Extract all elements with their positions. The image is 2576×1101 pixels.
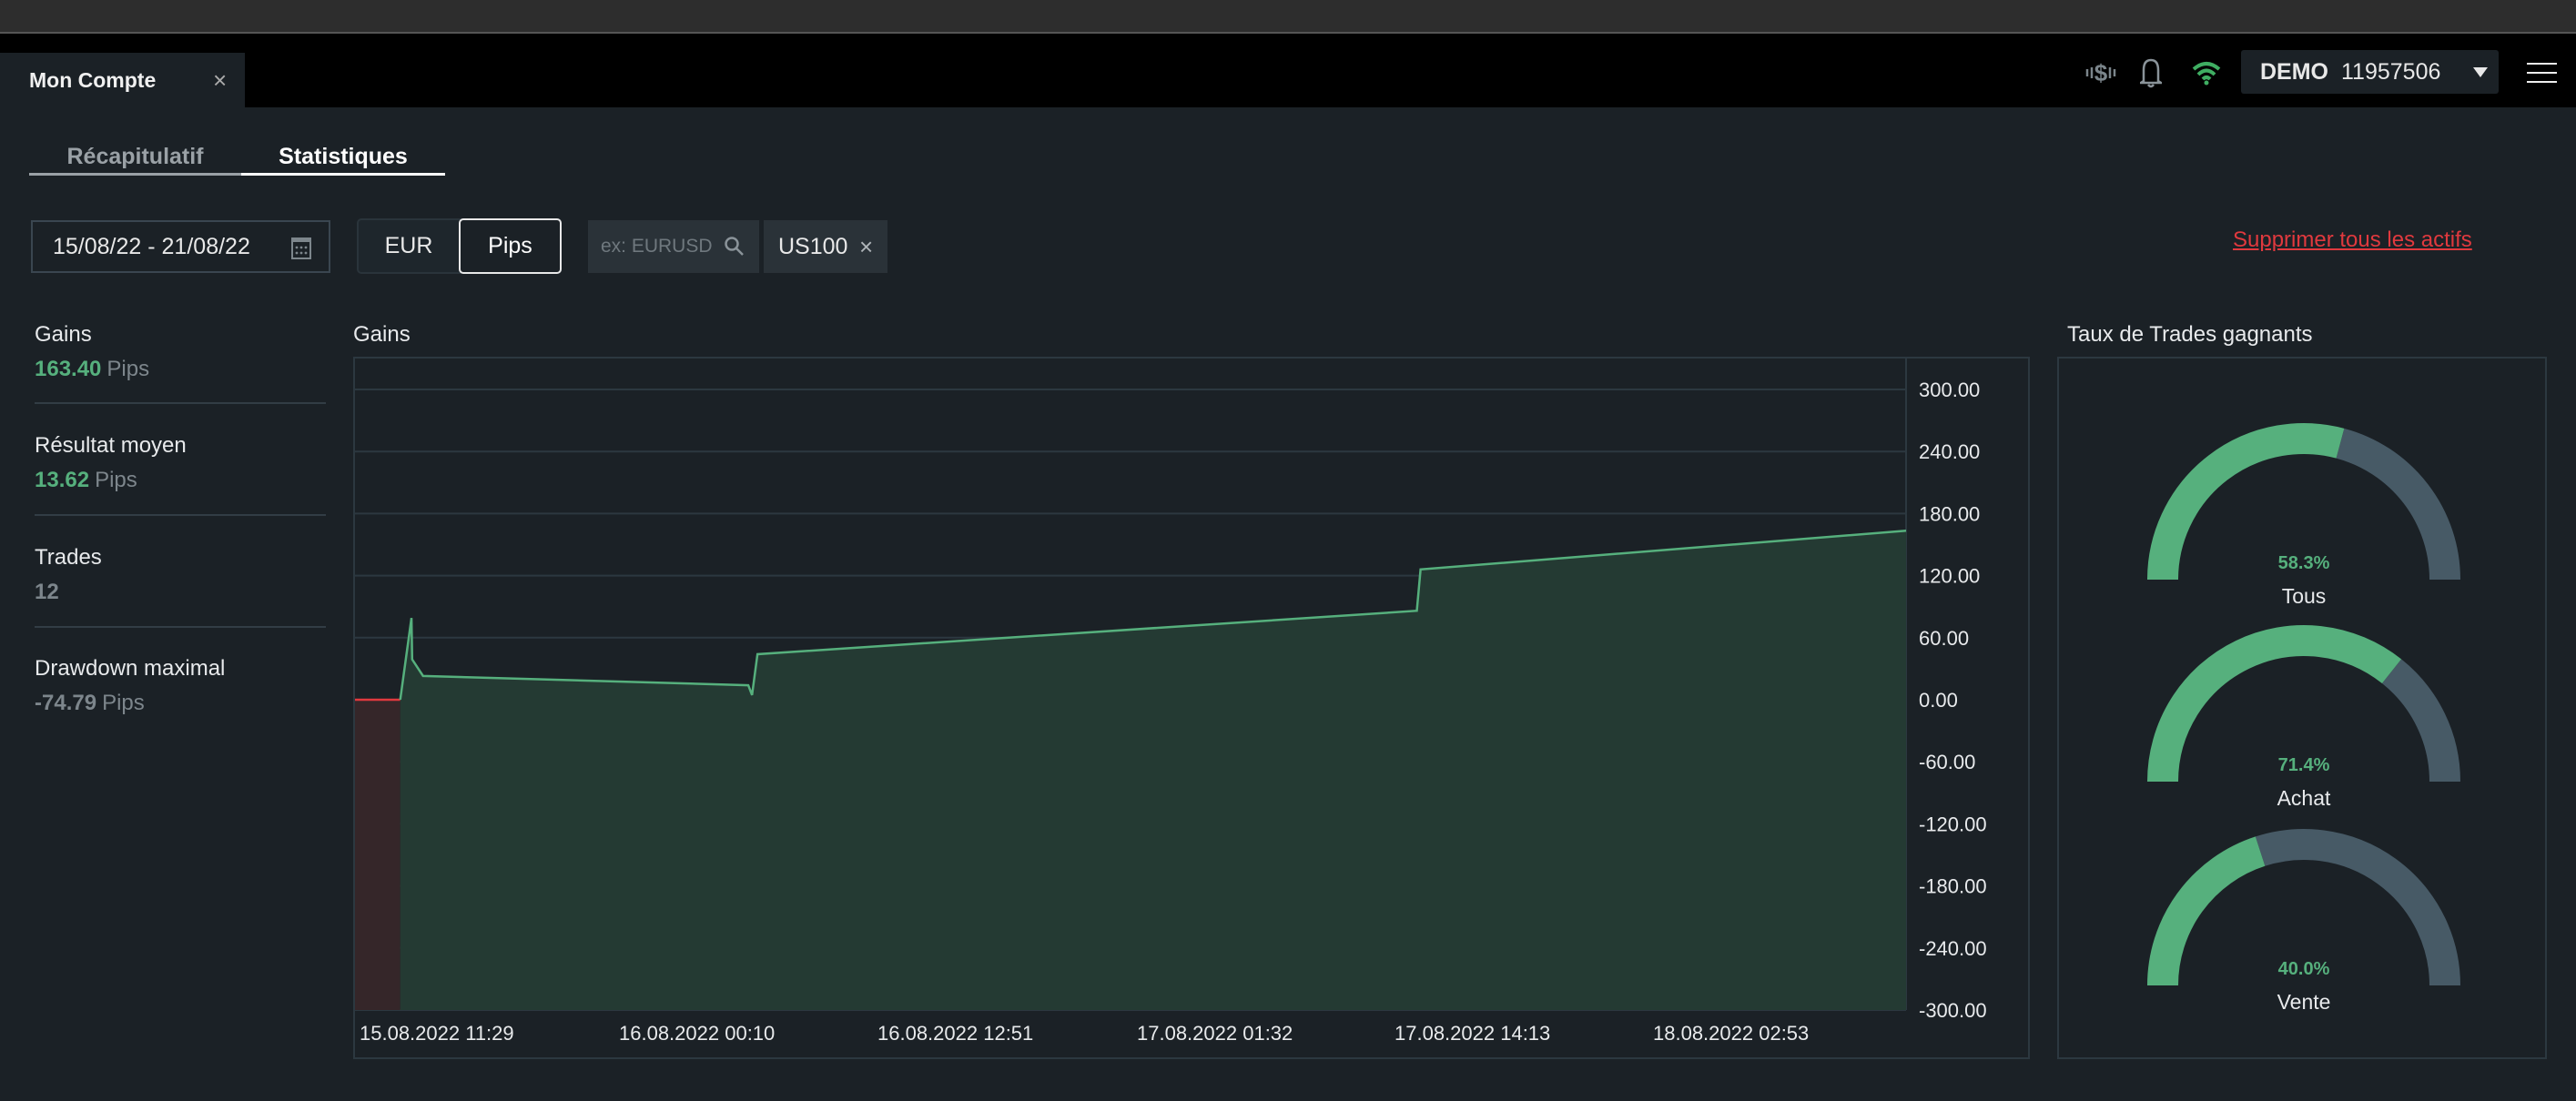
x-tick-label: 16.08.2022 12:51 (877, 1022, 1033, 1045)
gauges-frame (2057, 357, 2547, 1059)
gauge-label: Vente (2277, 990, 2331, 1014)
bell-icon[interactable] (2140, 57, 2162, 88)
y-tick-label: 60.00 (1919, 627, 1969, 650)
stat-trades-value: 12 (35, 580, 59, 604)
win-rate-title: Taux de Trades gagnants (2067, 322, 2313, 347)
date-range-picker[interactable]: 15/08/22 - 21/08/22 (31, 220, 330, 273)
unit-pips-button[interactable]: Pips (459, 218, 562, 274)
chart-frame (353, 357, 2030, 1059)
gauge-percent: 71.4% (2278, 755, 2330, 775)
gains-area (400, 530, 1906, 1010)
gains-chart: 300.00 240.00 180.00 120.00 60.00 0.00 -60.00 -… (353, 357, 2030, 1059)
stat-unit: Pips (106, 357, 150, 381)
window-top-bar (0, 0, 2576, 34)
y-tick-label: 180.00 (1919, 502, 1980, 525)
y-tick-label: 120.00 (1919, 565, 1980, 588)
drawdown-area (355, 700, 401, 1010)
gauge-fill-achat (2147, 625, 2402, 783)
x-tick-label: 17.08.2022 01:32 (1137, 1022, 1293, 1045)
asset-chip: US100 × (764, 220, 887, 273)
y-tick-label: -60.00 (1919, 751, 1975, 773)
stat-value: 163.40 (35, 357, 102, 381)
chart-title: Gains (353, 322, 411, 347)
y-tick-label: -240.00 (1919, 937, 1987, 960)
account-selector[interactable]: DEMO 11957506 (2241, 50, 2499, 94)
app-header (0, 34, 2576, 107)
remove-asset-icon[interactable]: × (859, 233, 874, 260)
unit-eur-button[interactable]: EUR (384, 233, 433, 258)
y-tick-label: -120.00 (1919, 813, 1987, 835)
subtab-statistiques[interactable]: Statistiques (241, 140, 445, 176)
tab-mon-compte[interactable]: Mon Compte × (0, 53, 245, 107)
search-icon[interactable] (725, 237, 745, 257)
account-number: 11957506 (2341, 59, 2441, 85)
account-type: DEMO (2260, 59, 2328, 85)
date-range-value: 15/08/22 - 21/08/22 (53, 234, 250, 259)
svg-text:$: $ (2094, 59, 2108, 86)
remove-all-assets-link[interactable]: Supprimer tous les actifs (2233, 227, 2472, 252)
stat-unit: Pips (102, 691, 145, 715)
wifi-icon (2192, 62, 2221, 86)
tab-title: Mon Compte (29, 68, 157, 92)
gauge-label: Achat (2277, 786, 2331, 810)
stat-trades-label: Trades (35, 545, 102, 570)
gains-line (399, 530, 1907, 701)
x-tick-label: 15.08.2022 11:29 (360, 1022, 514, 1045)
subtab-recapitulatif[interactable]: Récapitulatif (29, 140, 241, 176)
gauge-track-vente (2255, 829, 2460, 986)
divider (35, 514, 326, 516)
stat-value: -74.79 (35, 691, 97, 715)
gauge-percent: 40.0% (2278, 959, 2330, 979)
dollar-signal-icon[interactable]: $ (2084, 58, 2117, 87)
gauge-fill-tous (2147, 423, 2345, 581)
close-tab-icon[interactable]: × (213, 66, 228, 94)
y-tick-label: -180.00 (1919, 875, 1987, 898)
search-placeholder: ex: EURUSD (601, 236, 713, 257)
y-tick-label: 300.00 (1919, 379, 1980, 401)
stat-value: 13.62 (35, 468, 90, 492)
divider (35, 626, 326, 628)
stat-drawdown-value: -74.79 Pips (35, 691, 145, 716)
divider (35, 402, 326, 404)
unit-toggle: EUR Pips (357, 218, 562, 274)
win-rate-gauges: 58.3% Tous 71.4% Achat 40.0% Vente (2057, 357, 2547, 1059)
asset-search-input[interactable]: ex: EURUSD (588, 220, 759, 273)
chevron-down-icon (2473, 67, 2488, 77)
stat-average-value: 13.62 Pips (35, 468, 137, 493)
hamburger-menu-icon[interactable] (2527, 63, 2557, 83)
x-tick-label: 18.08.2022 02:53 (1653, 1022, 1809, 1045)
gauge-fill-vente (2147, 836, 2266, 986)
stat-drawdown-label: Drawdown maximal (35, 656, 226, 681)
y-tick-label: 240.00 (1919, 440, 1980, 463)
gauge-track-achat (2381, 659, 2460, 783)
gauge-track-tous (2336, 428, 2460, 581)
stat-gains-value: 163.40 Pips (35, 357, 149, 382)
y-tick-label: 0.00 (1919, 689, 1958, 712)
stat-unit: Pips (95, 468, 137, 492)
gauge-percent: 58.3% (2278, 553, 2330, 573)
calendar-icon[interactable] (291, 236, 311, 259)
y-tick-label: -300.00 (1919, 999, 1987, 1022)
gauge-label: Tous (2282, 584, 2327, 608)
x-tick-label: 17.08.2022 14:13 (1394, 1022, 1550, 1045)
stat-gains-label: Gains (35, 322, 92, 347)
x-tick-label: 16.08.2022 00:10 (619, 1022, 775, 1045)
asset-chip-label: US100 (778, 234, 848, 259)
stat-average-label: Résultat moyen (35, 433, 187, 458)
